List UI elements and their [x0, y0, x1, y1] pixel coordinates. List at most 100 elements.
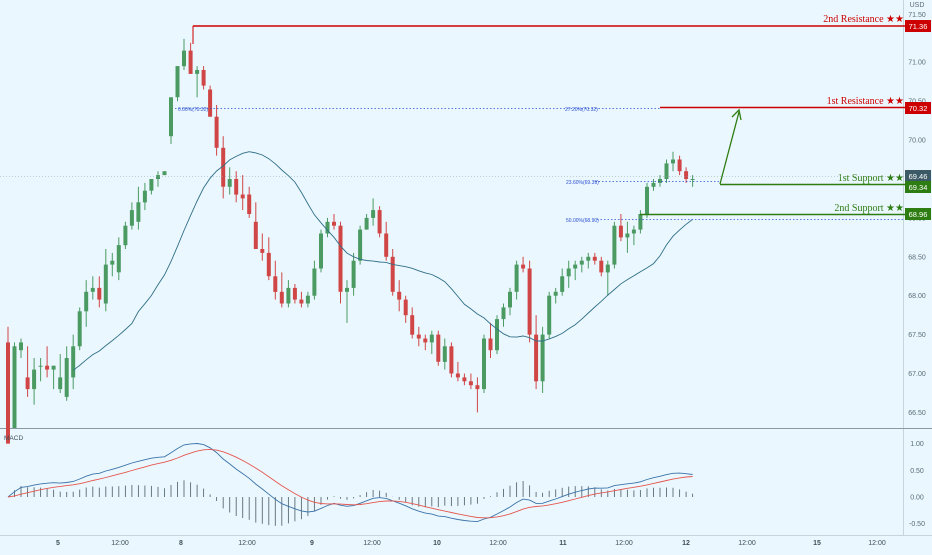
candle-body — [253, 221, 258, 249]
candle-body — [371, 210, 376, 218]
macd-line — [7, 443, 693, 523]
candle-body — [136, 202, 141, 222]
candle-body — [97, 287, 102, 300]
candle-body — [403, 299, 408, 316]
candle-body — [305, 295, 310, 304]
candle-body — [351, 260, 356, 288]
candle-body — [664, 163, 669, 179]
price-tick-label: 71.00 — [908, 60, 926, 67]
candle-body — [19, 342, 23, 351]
moving-average-line — [72, 151, 693, 371]
resistance-1-badge — [905, 102, 931, 114]
time-tick-label: 15 — [813, 540, 821, 547]
price-tick-label: 67.50 — [908, 332, 926, 339]
candle-body — [116, 245, 121, 273]
candle-body — [195, 70, 200, 74]
candle-body — [6, 342, 10, 444]
price-tick-label: 68.00 — [908, 293, 926, 300]
candle-body — [58, 377, 63, 390]
candle-body — [455, 373, 460, 378]
candle-body — [671, 159, 675, 164]
candle-body — [325, 221, 330, 234]
candle-body — [462, 377, 467, 382]
last-price-badge — [905, 170, 931, 182]
fib-27-label: 27.20%(70.32) — [565, 107, 598, 113]
candle-body — [214, 116, 219, 148]
macd-tick-label: -0.50 — [909, 521, 925, 528]
candle-body — [208, 89, 213, 117]
resistance-1-label: 1st Resistance ★★ — [827, 96, 904, 107]
candle-body — [488, 338, 493, 351]
candle-body — [475, 385, 480, 390]
candle-body — [410, 315, 415, 335]
candle-body — [690, 179, 695, 180]
candle-body — [416, 334, 421, 339]
level-lines: 2nd Resistance ★★ 1st Resistance ★★ 1st … — [0, 14, 931, 224]
support-2-badge — [905, 208, 931, 220]
candle-body — [358, 229, 363, 261]
candle-body — [508, 291, 512, 308]
candle-body — [273, 276, 278, 292]
candle-body — [579, 260, 584, 265]
support-1-badge — [905, 181, 931, 193]
candle-body — [384, 233, 389, 257]
candle-body — [592, 256, 597, 261]
candle-body — [599, 260, 604, 273]
price-tick-label: 67.00 — [908, 371, 926, 378]
candle-body — [495, 319, 499, 351]
candle-body — [103, 264, 108, 304]
candle-body — [312, 268, 317, 296]
candle-body — [677, 159, 682, 172]
time-tick-label: 10 — [433, 540, 441, 547]
macd-title: MACD — [4, 435, 23, 442]
candle-body — [482, 338, 486, 390]
candle-body — [162, 171, 167, 176]
candle-body — [156, 175, 160, 179]
candle-body — [436, 334, 441, 362]
candle-body — [247, 194, 252, 214]
time-tick-label: 12 — [682, 540, 690, 547]
candle-body — [625, 233, 630, 238]
candle-body — [227, 179, 232, 187]
price-tick-top: 71.50 — [908, 12, 926, 19]
candle-body — [605, 264, 610, 273]
time-tick-label: 12:00 — [868, 540, 886, 547]
support-1-value: 69.34 — [909, 183, 928, 192]
price-tick-label: 70.00 — [908, 138, 926, 145]
resistance-2-badge — [905, 20, 931, 32]
price-tick-label: 66.50 — [908, 410, 926, 417]
support-2-value: 68.96 — [909, 210, 928, 219]
candle-body — [631, 229, 636, 234]
candle-body — [377, 210, 382, 234]
candle-body — [449, 346, 454, 374]
macd-pane — [7, 443, 694, 526]
time-tick-label: 12:00 — [111, 540, 129, 547]
candle-body — [110, 260, 115, 265]
time-tick-label: 12:00 — [615, 540, 633, 547]
macd-tick-label: 0.00 — [910, 495, 924, 502]
time-tick-label: 9 — [310, 540, 314, 547]
candle-body — [260, 249, 265, 253]
candle-body — [169, 97, 173, 137]
candle-body — [338, 225, 343, 292]
candle-body — [25, 377, 30, 390]
candle-body — [188, 50, 193, 74]
resistance-1-value: 70.32 — [909, 104, 928, 113]
candle-body — [51, 365, 56, 370]
candle-body — [442, 346, 447, 362]
support-1-label: 1st Support ★★ — [838, 173, 904, 184]
candle-body — [468, 381, 473, 386]
candle-body — [182, 50, 186, 67]
candle-body — [32, 369, 37, 390]
projection-arrow-head — [731, 108, 742, 121]
macd-tick-label: 0.50 — [910, 468, 924, 475]
candle-body — [540, 334, 545, 382]
candle-body — [266, 252, 271, 277]
time-axis: 5 12:00 8 12:00 9 12:00 10 12:00 11 12:00 12 12:00 1… — [56, 540, 886, 547]
candle-body — [527, 268, 532, 335]
candle-body — [364, 217, 369, 230]
fib-50-label: 50.00%(68.90) — [566, 218, 599, 224]
signal-line — [7, 448, 693, 519]
